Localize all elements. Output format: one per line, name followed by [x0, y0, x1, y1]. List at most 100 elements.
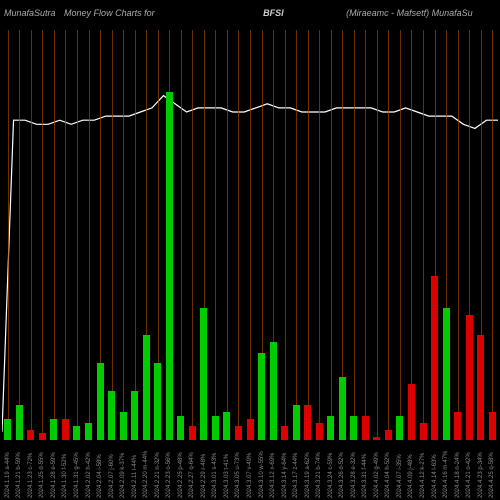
bar-down	[385, 430, 392, 440]
x-axis-label: 2024.2.29 r-48%	[201, 454, 207, 498]
bar-up	[16, 405, 23, 440]
x-axis-label: 2024.3.31 f-44%	[362, 454, 368, 498]
brand-label: MunafaSutra	[4, 8, 56, 18]
bar-up	[339, 377, 346, 440]
grid-line	[423, 30, 424, 440]
money-flow-chart	[2, 30, 498, 440]
bar-up	[108, 391, 115, 440]
bar-up	[443, 308, 450, 440]
x-axis-label: 2024.2.20 m-44%	[143, 451, 149, 498]
x-axis-label: 2024.3.19 a-62%	[305, 452, 311, 498]
x-axis-label: 2024.4.16 m-47%	[443, 451, 449, 498]
bar-down	[477, 335, 484, 440]
bar-down	[316, 423, 323, 440]
bar-up	[73, 426, 80, 440]
x-axis-label: 2024.3.28 e-32%	[351, 452, 357, 498]
ticker-label: BFSI	[263, 8, 284, 18]
x-axis-label: 2024.4.18 n-24%	[455, 452, 461, 498]
bar-down	[247, 419, 254, 440]
x-axis-label: 2024.1.21 b-59%	[16, 452, 22, 498]
grid-line	[308, 30, 309, 440]
x-axis-label: 2024.2.27 q-64%	[189, 452, 195, 498]
bar-up	[131, 391, 138, 440]
grid-line	[54, 30, 55, 440]
grid-line	[112, 30, 113, 440]
x-axis-label: 2024.2.25 p-48%	[178, 452, 184, 498]
grid-line	[192, 30, 193, 440]
x-axis-label: 2024.3.14 y-64%	[282, 453, 288, 498]
bar-up	[327, 416, 334, 440]
x-axis-label: 2024.4.25 q-58%	[489, 452, 495, 498]
grid-line	[123, 30, 124, 440]
grid-line	[215, 30, 216, 440]
grid-line	[31, 30, 32, 440]
bar-up	[200, 308, 207, 440]
bar-down	[27, 430, 34, 440]
bar-up	[350, 416, 357, 440]
x-axis-label: 2024.2.04 i-58%	[97, 454, 103, 498]
x-axis-label: 2024.1.30 f-52%	[62, 454, 68, 498]
bar-down	[466, 315, 473, 440]
bar-up	[223, 412, 230, 440]
grid-line	[181, 30, 182, 440]
grid-line	[411, 30, 412, 440]
x-axis-label: 2024.2.21 n-32%	[155, 452, 161, 498]
x-axis-label: 2024.4.21 o-42%	[466, 452, 472, 498]
bar-down	[373, 437, 380, 440]
grid-line	[377, 30, 378, 440]
x-axis-label: 2024.3.07 v-49%	[247, 453, 253, 498]
grid-line	[89, 30, 90, 440]
bar-down	[408, 384, 415, 440]
x-axis-label: 2024.4.04 h-52%	[385, 452, 391, 498]
bar-down	[420, 423, 427, 440]
grid-line	[238, 30, 239, 440]
grid-line	[250, 30, 251, 440]
bar-up	[154, 363, 161, 440]
x-axis-label: 2024.1.28 e-59%	[51, 452, 57, 498]
x-axis-label: 2024.4.02 g-49%	[374, 452, 380, 498]
grid-line	[296, 30, 297, 440]
grid-line	[319, 30, 320, 440]
x-axis-label: 2024.3.10 w-55%	[259, 451, 265, 498]
grid-line	[8, 30, 9, 440]
bar-up	[50, 419, 57, 440]
x-axis-label: 2024.1.23 c-72%	[28, 453, 34, 498]
x-axis-label: 2024.3.24 c-59%	[328, 453, 334, 498]
bar-down	[62, 419, 69, 440]
x-axis-label: 2024.3.01 s-43%	[212, 453, 218, 498]
chart-header: MunafaSutra Money Flow Charts for BFSI (…	[0, 8, 500, 18]
bar-up	[212, 416, 219, 440]
x-axis-label: 2024.2.02 h-42%	[86, 452, 92, 498]
x-axis-label: 2024.1.31 g-45%	[74, 452, 80, 498]
grid-line	[19, 30, 20, 440]
x-axis-label: 2024.3.17 z-44%	[293, 453, 299, 498]
bar-up	[270, 342, 277, 440]
bar-up	[166, 92, 173, 441]
bar-down	[304, 405, 311, 440]
grid-line	[354, 30, 355, 440]
bar-up	[120, 412, 127, 440]
grid-line	[492, 30, 493, 440]
x-axis-label: 2024.3.26 d-52%	[339, 452, 345, 498]
bar-up	[258, 353, 265, 440]
x-axis-label: 2024.1.25 d-55%	[39, 452, 45, 498]
bar-down	[489, 412, 496, 440]
grid-line	[285, 30, 286, 440]
bar-down	[362, 416, 369, 440]
bar-up	[97, 363, 104, 440]
x-axis-label: 2024.3.12 x-69%	[270, 453, 276, 498]
bar-down	[281, 426, 288, 440]
x-axis-label: 2024.2.11 l-44%	[132, 455, 138, 498]
x-axis-labels: 2024.1.19 a-44%2024.1.21 b-59%2024.1.23 …	[2, 442, 498, 500]
bar-up	[396, 416, 403, 440]
company-label: (Miraeamc - Mafsetf) MunafaSu	[346, 8, 473, 18]
grid-line	[77, 30, 78, 440]
grid-line	[135, 30, 136, 440]
bar-down	[454, 412, 461, 440]
title-label: Money Flow Charts for	[64, 8, 155, 18]
x-axis-label: 2024.4.23 p-34%	[478, 452, 484, 498]
bar-down	[39, 433, 46, 440]
bar-up	[4, 419, 11, 440]
x-axis-label: 2024.2.07 j-60%	[109, 454, 115, 498]
grid-line	[458, 30, 459, 440]
